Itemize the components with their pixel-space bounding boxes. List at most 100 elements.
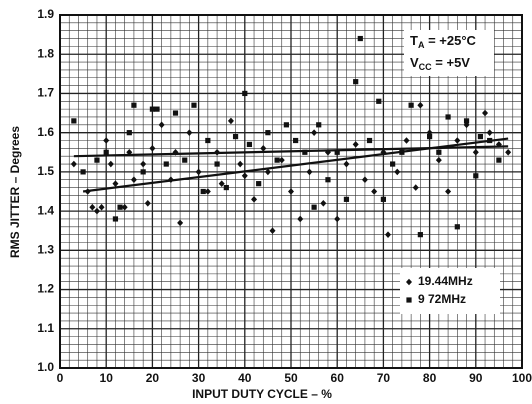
- point: [260, 145, 267, 152]
- trend-line: [82, 137, 509, 193]
- point: [454, 137, 461, 144]
- point: [103, 137, 110, 144]
- point: [158, 121, 165, 129]
- x-tick-label: 60: [331, 371, 345, 385]
- point: [357, 35, 363, 42]
- y-tick-label: 1.1: [37, 321, 54, 335]
- point: [107, 160, 114, 168]
- point: [140, 160, 147, 168]
- point: [334, 215, 341, 223]
- point: [154, 106, 160, 112]
- y-axis-label: RMS JITTER – Degrees: [8, 126, 22, 258]
- point: [417, 101, 424, 109]
- point: [477, 133, 484, 140]
- point: [223, 184, 229, 191]
- point: [482, 109, 489, 117]
- x-tick-label: 20: [146, 371, 160, 385]
- y-tick-label: 1.0: [37, 360, 54, 374]
- annotation: VCC = +5V: [410, 55, 470, 72]
- point: [182, 157, 188, 163]
- point: [293, 137, 299, 144]
- point: [172, 110, 179, 116]
- point: [274, 157, 280, 163]
- point: [177, 219, 184, 227]
- y-tick-label: 1.6: [37, 125, 54, 139]
- x-tick-label: 0: [57, 371, 64, 385]
- point: [408, 102, 414, 108]
- point: [278, 156, 285, 164]
- point: [302, 149, 308, 155]
- y-tick-label: 1.4: [37, 203, 54, 217]
- point: [89, 203, 96, 211]
- point: [505, 148, 512, 156]
- point: [472, 148, 479, 156]
- point: [334, 149, 340, 155]
- point: [496, 157, 502, 163]
- point: [265, 130, 271, 136]
- point: [427, 133, 433, 140]
- point: [117, 204, 123, 210]
- point: [320, 199, 327, 207]
- point: [237, 160, 244, 168]
- point: [218, 180, 225, 187]
- point: [126, 148, 133, 156]
- point: [406, 297, 412, 303]
- point: [195, 168, 202, 176]
- point: [306, 168, 313, 176]
- point: [316, 122, 322, 128]
- x-tick-label: 100: [512, 371, 532, 385]
- y-tick-label: 1.3: [37, 243, 54, 257]
- point: [140, 169, 146, 175]
- point: [486, 129, 493, 136]
- point: [103, 149, 109, 155]
- point: [283, 122, 289, 128]
- point: [80, 169, 86, 175]
- point: [366, 137, 373, 144]
- point: [126, 130, 132, 136]
- x-tick-label: 40: [238, 371, 252, 385]
- point: [214, 161, 220, 167]
- point: [186, 129, 193, 136]
- annotation-part: = +25°C: [424, 33, 476, 48]
- point: [436, 149, 442, 155]
- x-tick-label: 80: [423, 371, 437, 385]
- y-tick-label: 1.9: [37, 7, 54, 21]
- point: [172, 148, 179, 156]
- annotation-part: A: [418, 40, 425, 50]
- point: [70, 160, 77, 168]
- point: [406, 278, 412, 286]
- point: [191, 102, 197, 108]
- x-tick-label: 70: [377, 371, 391, 385]
- point: [251, 196, 258, 203]
- legend-label: 19.44MHz: [418, 274, 473, 288]
- point: [246, 141, 253, 148]
- legend-box: [400, 268, 500, 314]
- point: [353, 79, 359, 85]
- annotation-part: = +5V: [432, 55, 471, 70]
- point: [241, 172, 248, 180]
- point: [112, 216, 119, 222]
- y-tick-label: 1.5: [37, 164, 54, 178]
- point: [131, 102, 137, 108]
- annotation-part: V: [410, 55, 419, 70]
- y-tick-label: 1.7: [37, 86, 54, 100]
- point: [380, 196, 386, 202]
- point: [98, 203, 105, 211]
- point: [412, 184, 419, 191]
- point: [403, 137, 410, 144]
- point: [242, 90, 248, 97]
- x-tick-label: 90: [469, 371, 483, 385]
- point: [94, 157, 100, 163]
- point: [205, 137, 211, 144]
- point: [227, 117, 234, 125]
- point: [352, 141, 359, 148]
- point: [200, 188, 206, 195]
- point: [93, 207, 100, 215]
- point: [121, 203, 128, 211]
- point: [473, 173, 479, 179]
- point: [163, 161, 169, 167]
- point: [130, 176, 137, 184]
- point: [112, 180, 119, 187]
- x-tick-label: 10: [100, 371, 114, 385]
